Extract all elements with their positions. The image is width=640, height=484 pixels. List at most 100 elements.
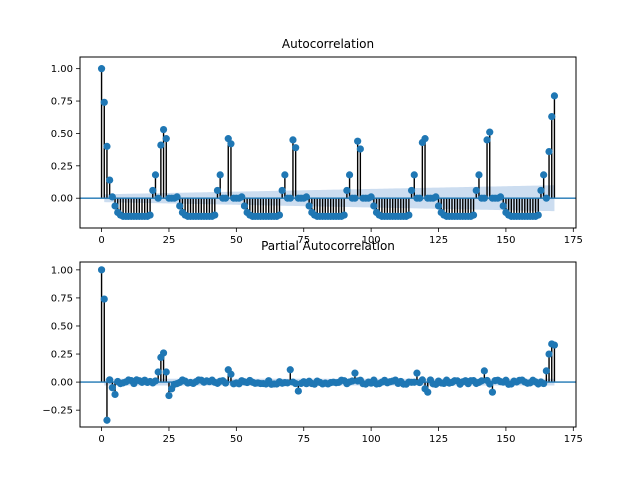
pacf-marker — [480, 367, 488, 375]
pacf-marker — [221, 379, 230, 387]
acf-marker — [405, 211, 413, 219]
acf-marker — [275, 211, 284, 219]
pacf-marker — [159, 349, 168, 357]
pacf-marker — [165, 391, 173, 400]
pacf-marker — [151, 377, 160, 385]
acf-marker — [216, 171, 224, 179]
pacf-y-tick-label: −0.25 — [42, 406, 73, 417]
acf-chart: Autocorrelation 0 25 50 75 100 125 150 175 0.00… — [51, 37, 583, 246]
pacf-marker — [424, 388, 432, 396]
pacf-marker — [413, 369, 421, 377]
pacf-marker — [286, 366, 294, 374]
pacf-marker — [154, 368, 162, 376]
acf-x-tick-label: 100 — [362, 235, 381, 246]
acf-marker — [534, 211, 542, 219]
pacf-marker — [550, 341, 559, 349]
pacf-x-tick-label: 100 — [362, 434, 381, 445]
acf-marker — [472, 186, 480, 195]
acf-marker — [176, 202, 184, 210]
pacf-marker — [488, 388, 497, 396]
acf-marker — [483, 136, 491, 144]
acf-title: Autocorrelation — [282, 37, 374, 51]
acf-marker — [432, 193, 440, 201]
acf-marker — [278, 186, 286, 195]
acf-marker — [410, 171, 418, 179]
acf-marker — [354, 137, 362, 145]
acf-marker — [356, 145, 364, 153]
acf-marker — [213, 186, 222, 195]
acf-y-tick-label: 1.00 — [51, 64, 73, 75]
pacf-marker — [351, 369, 359, 377]
pacf-chart: 0 25 50 75 100 125 150 175 −0.25 0.00 0.25 0.50 0.7… — [42, 239, 583, 445]
acf-marker — [238, 193, 246, 201]
pacf-axes-frame — [79, 261, 577, 428]
acf-marker — [227, 140, 235, 148]
acf-x-tick-label: 0 — [98, 235, 104, 246]
pacf-x-ticks: 0 25 50 75 100 125 150 175 — [98, 427, 583, 445]
acf-marker — [240, 202, 249, 210]
pacf-x-tick-label: 150 — [496, 434, 515, 445]
acf-marker — [173, 193, 181, 201]
acf-marker — [370, 202, 378, 210]
pacf-marker — [111, 390, 119, 399]
pacf-marker — [283, 379, 292, 387]
acf-marker — [486, 128, 494, 136]
acf-x-ticks: 0 25 50 75 100 125 150 175 — [98, 228, 583, 246]
acf-marker — [475, 171, 483, 179]
pacf-title: Partial Autocorrelation — [261, 239, 395, 253]
acf-marker — [545, 147, 553, 156]
acf-x-tick-label: 150 — [496, 235, 515, 246]
acf-marker — [103, 142, 111, 150]
acf-marker — [151, 171, 160, 179]
pacf-marker — [294, 387, 302, 395]
acf-y-tick-label: 0.25 — [51, 161, 73, 172]
acf-marker — [211, 211, 219, 219]
pacf-y-tick-label: 0.50 — [51, 321, 73, 332]
acf-x-tick-label: 50 — [230, 235, 243, 246]
pacf-y-tick-label: 0.00 — [51, 378, 73, 389]
acf-marker — [496, 193, 505, 201]
pacf-x-tick-label: 75 — [297, 434, 310, 445]
acf-y-ticks: 0.00 0.25 0.50 0.75 1.00 — [51, 64, 80, 205]
pacf-y-tick-label: 1.00 — [51, 265, 73, 276]
acf-marker — [289, 136, 297, 144]
pacf-x-tick-label: 0 — [98, 434, 104, 445]
acf-marker — [540, 171, 548, 179]
acf-axes-frame — [79, 56, 577, 229]
acf-y-tick-label: 0.00 — [51, 194, 73, 205]
acf-marker — [548, 112, 556, 121]
pacf-y-tick-label: 0.75 — [51, 293, 73, 304]
pacf-marker — [540, 379, 548, 388]
acf-marker — [550, 92, 559, 100]
pacf-marker — [542, 367, 550, 375]
pacf-x-tick-label: 25 — [163, 434, 176, 445]
pacf-marker — [348, 377, 356, 385]
acf-marker — [345, 171, 354, 179]
acf-marker — [340, 211, 348, 219]
pacf-marker — [545, 350, 553, 358]
acf-y-tick-label: 0.50 — [51, 129, 73, 140]
acf-marker — [469, 211, 478, 219]
pacf-marker — [103, 416, 111, 424]
pacf-x-tick-label: 125 — [429, 434, 448, 445]
acf-x-tick-label: 175 — [564, 235, 583, 246]
pacf-marker — [227, 370, 235, 378]
acf-x-tick-label: 125 — [429, 235, 448, 246]
pacf-marker — [100, 295, 108, 303]
pacf-y-tick-label: 0.25 — [51, 350, 73, 361]
acf-marker — [146, 211, 154, 219]
pacf-x-tick-label: 50 — [230, 434, 243, 445]
acf-marker — [111, 202, 119, 210]
acf-marker — [149, 186, 157, 195]
acf-marker — [407, 186, 416, 195]
acf-marker — [499, 202, 507, 210]
pacf-marker — [162, 368, 170, 376]
acf-marker — [281, 171, 289, 179]
acf-marker — [106, 176, 114, 184]
acf-marker — [302, 193, 311, 201]
pacf-y-ticks: −0.25 0.00 0.25 0.50 0.75 1.00 — [42, 265, 80, 417]
pacf-x-tick-label: 175 — [564, 434, 583, 445]
acf-marker — [159, 125, 168, 134]
acf-marker — [97, 65, 106, 73]
